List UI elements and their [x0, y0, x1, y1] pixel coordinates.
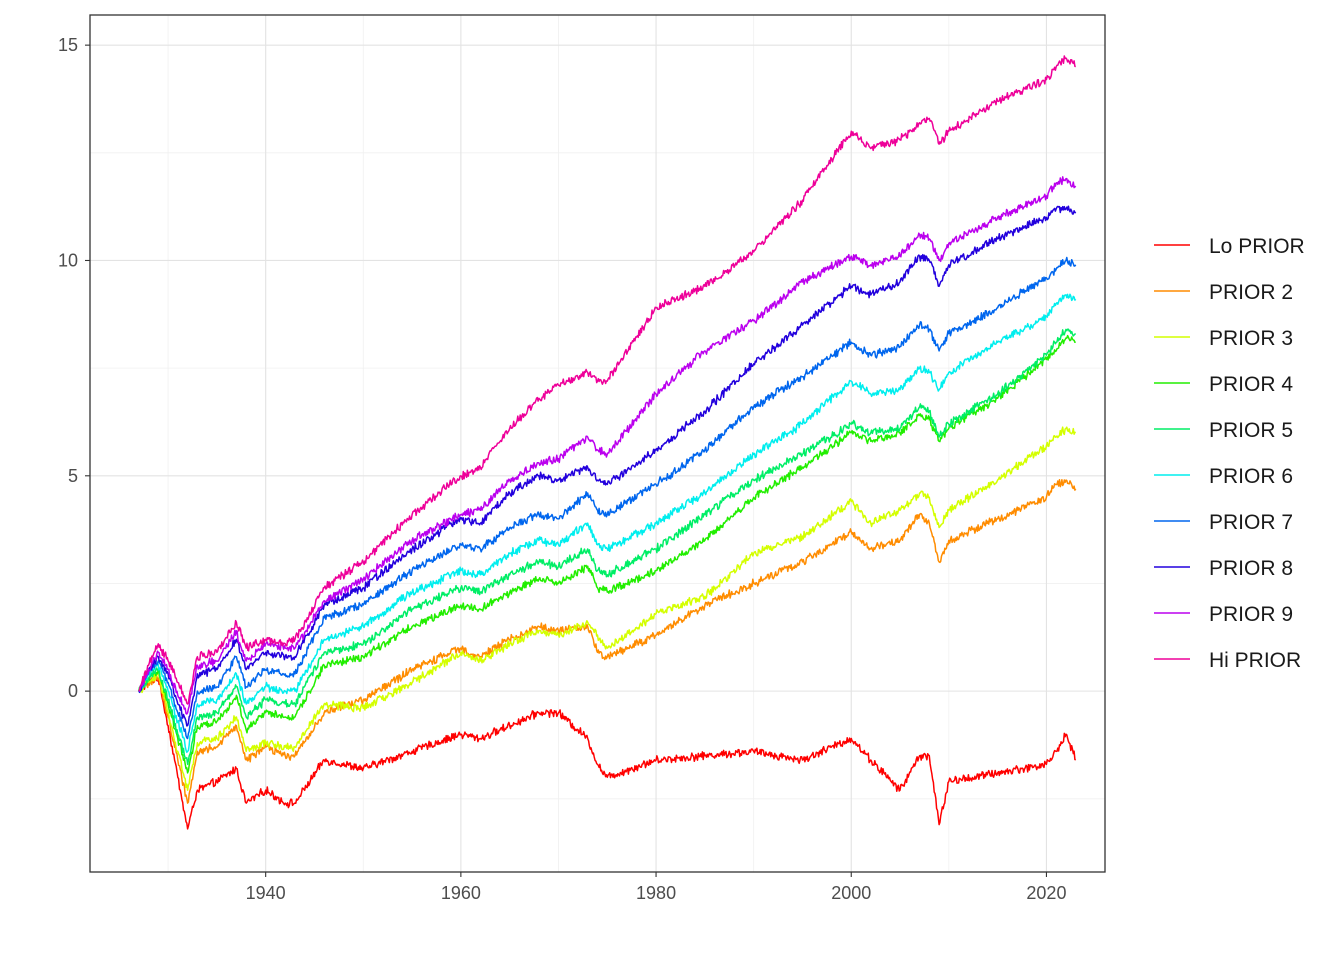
series-line-9: [138, 176, 1077, 715]
legend-label-8: PRIOR 8: [1209, 557, 1293, 580]
grid-minor: [90, 15, 1105, 872]
y-tick-label: 0: [68, 681, 78, 701]
series-line-10: [138, 55, 1077, 705]
y-tick-label: 10: [58, 250, 78, 270]
x-axis: 1940 1960 1980 2000 2020: [246, 872, 1066, 903]
series-line-5: [138, 328, 1077, 766]
x-tick-label: 2020: [1026, 883, 1066, 903]
y-tick-label: 5: [68, 466, 78, 486]
legend-label-6: PRIOR 6: [1209, 465, 1293, 488]
series-line-2: [138, 478, 1077, 804]
x-tick-label: 2000: [831, 883, 871, 903]
series-line-3: [138, 426, 1077, 791]
series-line-6: [138, 293, 1077, 754]
series-line-1: [138, 677, 1077, 830]
legend-label-7: PRIOR 7: [1209, 511, 1293, 534]
y-axis: 0 5 10 15: [58, 35, 90, 701]
series-lines: [138, 55, 1077, 830]
series-line-7: [138, 256, 1077, 740]
legend-label-3: PRIOR 3: [1209, 327, 1293, 350]
plot-background: [90, 15, 1105, 872]
legend-label-4: PRIOR 4: [1209, 373, 1293, 396]
series-line-8: [138, 205, 1077, 727]
legend-label-2: PRIOR 2: [1209, 281, 1293, 304]
x-tick-label: 1960: [441, 883, 481, 903]
x-tick-label: 1940: [246, 883, 286, 903]
x-tick-label: 1980: [636, 883, 676, 903]
legend-label-10: Hi PRIOR: [1209, 649, 1301, 672]
legend: Lo PRIOR PRIOR 2 PRIOR 3 PRIOR 4 PRIOR 5 PRIO…: [1154, 235, 1305, 672]
legend-label-9: PRIOR 9: [1209, 603, 1293, 626]
legend-label-5: PRIOR 5: [1209, 419, 1293, 442]
series-line-4: [138, 334, 1076, 774]
plot-border: [89, 14, 1106, 873]
y-tick-label: 15: [58, 35, 78, 55]
legend-label-1: Lo PRIOR: [1209, 235, 1305, 258]
